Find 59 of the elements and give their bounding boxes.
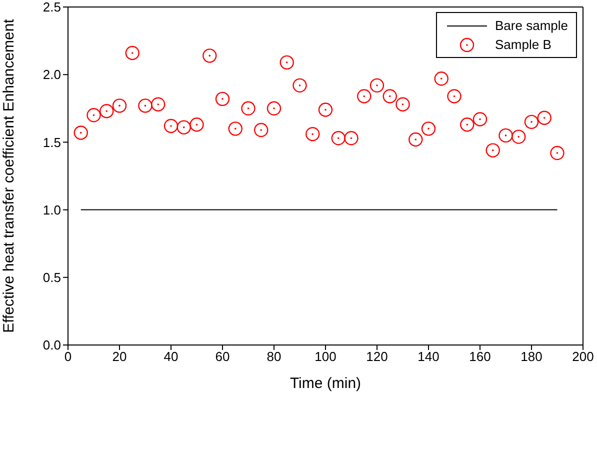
point (266, 101, 282, 116)
point (550, 146, 564, 160)
point (254, 122, 268, 138)
x-axis-title: Time (min) (290, 375, 362, 392)
point (537, 110, 552, 125)
point (112, 98, 127, 113)
point (331, 131, 346, 146)
y-tick-label: 1.5 (42, 134, 61, 150)
point (74, 126, 88, 140)
point (460, 118, 474, 132)
x-tick-label: 80 (266, 349, 282, 364)
point (202, 48, 217, 63)
x-tick-label: 60 (215, 349, 230, 364)
point (241, 101, 256, 116)
point (86, 108, 101, 122)
x-tick-label: 160 (469, 349, 491, 364)
point (151, 97, 166, 112)
point (100, 104, 114, 118)
x-tick-label: 180 (520, 349, 542, 364)
point (370, 78, 384, 93)
y-tick-label: 1.0 (42, 202, 61, 218)
point (164, 118, 178, 134)
x-tick-label: 120 (366, 349, 388, 364)
point (447, 89, 462, 104)
point (421, 122, 436, 136)
point (176, 120, 191, 134)
point (498, 128, 513, 143)
point (382, 89, 397, 104)
point (524, 114, 539, 130)
point (396, 97, 410, 112)
y-tick-label: 0.0 (42, 338, 61, 353)
point (408, 132, 423, 147)
y-tick-label: 2.5 (42, 0, 61, 15)
point (434, 72, 448, 86)
point (344, 131, 358, 146)
x-tick-label: 40 (164, 349, 178, 364)
y-tick-label: 2.0 (42, 67, 61, 82)
y-tick-label: 0.5 (42, 270, 61, 286)
point (292, 78, 307, 93)
point (215, 92, 230, 106)
x-tick-label: 140 (418, 349, 440, 364)
point (280, 55, 294, 70)
point (472, 112, 488, 126)
point (138, 98, 152, 113)
x-tick-label: 20 (112, 349, 127, 364)
x-tick-label: 200 (572, 349, 594, 364)
point (306, 126, 320, 142)
legend-label: Bare sample (495, 18, 568, 33)
x-tick-label: 100 (314, 349, 336, 364)
point (318, 102, 333, 117)
point (512, 130, 526, 144)
point (190, 118, 204, 132)
legend-label: Sample B (495, 37, 552, 52)
point (357, 89, 372, 104)
x-tick-label: 0 (64, 349, 72, 364)
point (486, 143, 500, 158)
point (125, 46, 140, 60)
y-axis-title: Effective heat transfer coefficient Enhancement (0, 18, 18, 333)
point (228, 122, 242, 136)
